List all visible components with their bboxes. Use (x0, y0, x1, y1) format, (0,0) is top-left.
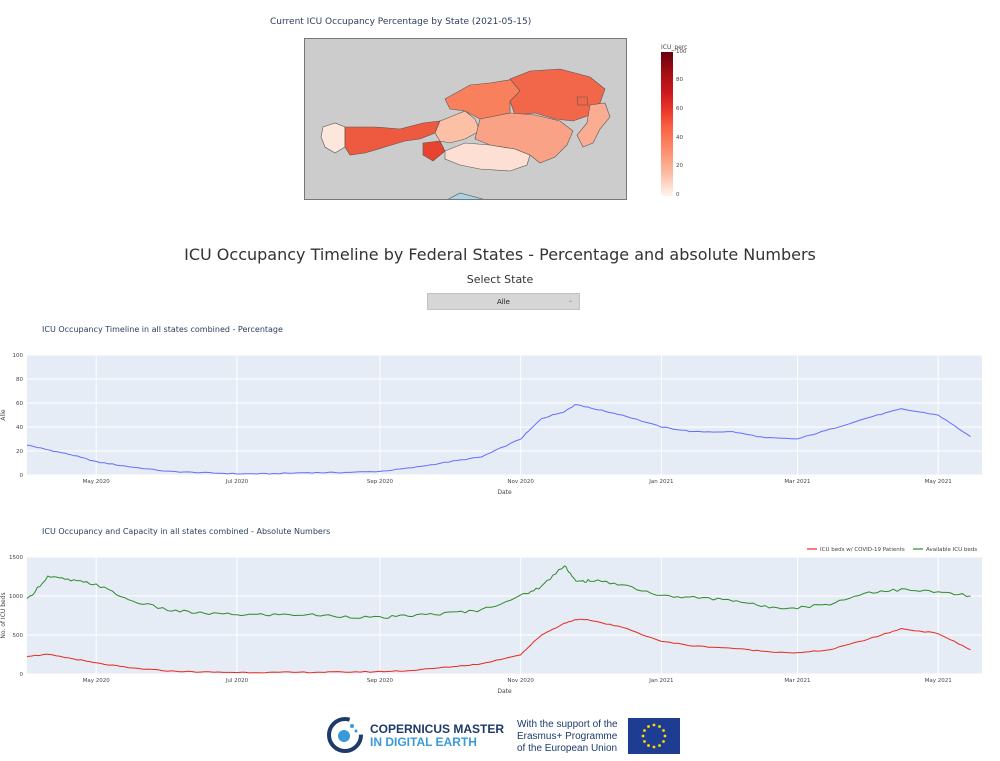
x-tick-label: Sep 2020 (367, 678, 394, 684)
x-axis-label: Date (497, 489, 512, 496)
y-tick-label: 1000 (9, 594, 23, 600)
colorbar (661, 52, 673, 196)
chart1-title: ICU Occupancy Timeline in all states com… (42, 325, 283, 334)
eu-star (641, 734, 645, 738)
y-axis-label: No. of ICU beds (0, 592, 7, 638)
eu-star (647, 725, 650, 728)
x-tick-label: May 2020 (83, 479, 111, 485)
state-select-dropdown[interactable]: Alle ⌄ (427, 293, 580, 310)
y-tick-label: 1500 (9, 555, 23, 561)
x-tick-label: Mar 2021 (784, 678, 810, 684)
state-burgenland (576, 102, 611, 148)
x-tick-label: Jul 2020 (225, 678, 249, 684)
eu-support-line2: Erasmus+ Programme (517, 731, 618, 742)
state-osttirol (422, 140, 446, 162)
y-tick-label: 40 (16, 425, 23, 431)
state-kaernten (444, 142, 531, 172)
state-oberoesterreich (444, 78, 526, 120)
eu-star (652, 745, 656, 749)
legend-label: ICU beds w/ COVID-19 Patients (820, 547, 905, 553)
y-tick-label: 80 (16, 377, 23, 383)
y-tick-label: 60 (16, 401, 23, 407)
colorbar-tick: 40 (676, 135, 683, 141)
eu-star (643, 729, 646, 732)
colorbar-tick: 80 (676, 77, 683, 83)
copernicus-logo-icon (326, 716, 364, 754)
plot-area (27, 557, 982, 674)
colorbar-title: ICU_perc (661, 44, 688, 51)
eu-star (662, 729, 665, 732)
chevron-down-icon: ⌄ (567, 297, 573, 304)
x-tick-label: Nov 2020 (507, 479, 534, 485)
select-state-label: Select State (466, 273, 534, 286)
eu-star (643, 740, 646, 743)
austria-choropleth-map[interactable] (304, 38, 627, 200)
eu-star (663, 734, 667, 738)
copernicus-line1: COPERNICUS MASTER (370, 722, 505, 736)
series-line-1 (26, 618, 971, 674)
map-title: Current ICU Occupancy Percentage by Stat… (270, 17, 532, 27)
plot-area (27, 355, 982, 475)
eu-flag-icon (628, 718, 680, 754)
state-tirol (344, 120, 441, 156)
copernicus-line2: IN DIGITAL EARTH (370, 735, 477, 749)
eu-star (647, 744, 650, 747)
percentage-timeline-chart[interactable]: 100 80 60 40 20 0 May 2020 Jul 2020 Sep 2020 Nov … (0, 345, 1000, 500)
absolute-numbers-chart[interactable]: 1500 1000 500 0 May 2020 Jul 2020 Sep 2020 Nov … (0, 540, 1000, 700)
eu-support-line3: of the European Union (517, 743, 618, 754)
state-steiermark (474, 112, 574, 164)
x-axis-label: Date (497, 688, 512, 695)
y-tick-label: 20 (16, 449, 23, 455)
eu-star (658, 725, 661, 728)
x-tick-label: May 2021 (925, 479, 952, 485)
state-vorarlberg (320, 122, 346, 154)
x-tick-label: Sep 2020 (367, 479, 394, 485)
state-wien (576, 96, 589, 106)
x-tick-label: Nov 2020 (507, 678, 534, 684)
eu-star (662, 740, 665, 743)
x-tick-label: May 2020 (83, 678, 111, 684)
colorbar-tick: 60 (676, 106, 683, 112)
x-tick-label: Mar 2021 (784, 479, 810, 485)
x-tick-label: May 2021 (925, 678, 952, 684)
state-niederoesterreich (509, 68, 606, 122)
y-tick-label: 0 (20, 473, 24, 479)
colorbar-tick: 20 (676, 163, 683, 169)
y-tick-label: 0 (20, 672, 24, 678)
eu-support-line1: With the support of the (517, 719, 618, 730)
legend-label: Available ICU beds (926, 547, 977, 553)
state-salzburg (434, 110, 481, 144)
x-tick-label: Jan 2021 (648, 678, 673, 684)
series-line-2 (26, 565, 971, 619)
y-axis-label: Alle (0, 409, 7, 420)
series-line-1 (26, 404, 971, 475)
eu-star (658, 744, 661, 747)
colorbar-tick: 100 (676, 49, 687, 55)
x-tick-label: Jan 2021 (648, 479, 673, 485)
eu-star (652, 723, 656, 727)
x-tick-label: Jul 2020 (225, 479, 249, 485)
page-title: ICU Occupancy Timeline by Federal States… (184, 245, 816, 264)
y-tick-label: 100 (13, 353, 24, 359)
map-svg (320, 68, 611, 199)
state-select-value: Alle (497, 297, 510, 306)
colorbar-tick: 0 (676, 192, 680, 198)
y-tick-label: 500 (13, 633, 24, 639)
chart2-title: ICU Occupancy and Capacity in all states… (42, 527, 331, 536)
neighbor-fragment (448, 192, 484, 199)
